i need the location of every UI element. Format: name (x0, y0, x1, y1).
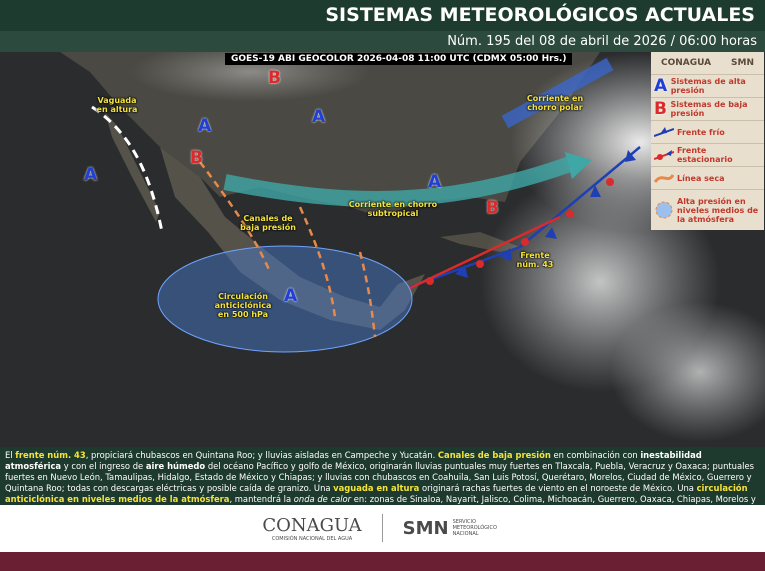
subtitle: Núm. 195 del 08 de abril de 2026 / 06:00… (0, 31, 765, 52)
map-caption: GOES-19 ABI GEOCOLOR 2026-04-08 11:00 UT… (225, 53, 573, 65)
logo-smn: SMN (731, 58, 755, 68)
pressure-marker: A (312, 107, 326, 127)
text-segment: circulación anticiclónica en niveles med… (5, 483, 748, 504)
map-label: Corriente en chorro subtropical (348, 200, 438, 218)
legend-label: Sistemas de baja presión (670, 100, 748, 118)
text-segment: originará rachas fuertes de viento en el… (419, 483, 697, 493)
legend-icon (654, 127, 674, 137)
pressure-marker: B (486, 198, 499, 218)
legend-item: B Sistemas de baja presión (651, 97, 764, 120)
legend-label: Alta presión en niveles medios de la atm… (677, 196, 759, 224)
smn-name: SMN (402, 517, 449, 539)
legend-label: Línea seca (677, 173, 725, 183)
text-segment: frente núm. 43 (15, 450, 86, 460)
map-label: Corriente en chorro polar (526, 94, 584, 112)
legend-logos: CONAGUA SMN (651, 52, 764, 74)
legend-item: Alta presión en niveles medios de la atm… (651, 189, 764, 230)
text-segment: onda de calor (293, 494, 352, 504)
satellite-map (0, 52, 765, 447)
text-segment: , propiciará chubascos en Quintana Roo; … (85, 450, 438, 460)
text-segment: en: zonas de Sinaloa, Nayarit, Jalisco, … (5, 494, 756, 515)
legend-item: Línea seca (651, 166, 764, 189)
text-segment: , mantendrá la (229, 494, 294, 504)
map-label: Vaguada en altura (96, 96, 138, 114)
smn-sub: SERVICIO METEOROLÓGICO NACIONAL (452, 519, 497, 537)
text-segment: El (5, 450, 16, 460)
conagua-name: CONAGUA (262, 514, 362, 536)
bottom-bar (0, 552, 765, 571)
pressure-marker: A (428, 172, 442, 192)
legend-symbol: A (654, 76, 668, 96)
legend-label: Sistemas de alta presión (670, 77, 746, 95)
text-segment: en combinación con (550, 450, 641, 460)
title: SISTEMAS METEOROLÓGICOS ACTUALES (0, 0, 765, 31)
divider (381, 514, 383, 542)
pressure-marker: B (268, 68, 281, 88)
text-segment: inestabilidad atmosférica (5, 450, 702, 471)
map-label: Canales de baja presión (240, 214, 296, 232)
footer-logos: CONAGUA COMISIÓN NACIONAL DEL AGUA SMN SER… (0, 505, 765, 551)
legend-label: Frente frío (677, 127, 725, 137)
legend-item: A Sistemas de alta presión (651, 74, 764, 97)
legend-item: Frente frío (651, 120, 764, 143)
conagua-logo: CONAGUA COMISIÓN NACIONAL DEL AGUA (262, 515, 361, 542)
legend-icon (655, 201, 673, 219)
logo-conagua: CONAGUA (660, 58, 712, 68)
map-label: Circulación anticiclónica en 500 hPa (214, 292, 272, 319)
legend-icon (654, 174, 674, 183)
text-segment: aire húmedo (145, 461, 206, 471)
pressure-marker: A (84, 165, 98, 185)
legend-label: Frente estacionario (677, 146, 733, 164)
legend: CONAGUA SMN A Sistemas de alta presión B Si… (651, 52, 764, 230)
text-segment: Canales de baja presión (437, 450, 551, 460)
text-segment: del océano Pacífico y golfo de México, o… (5, 461, 754, 493)
description: El frente núm. 43, propiciará chubascos … (0, 447, 765, 515)
pressure-marker: B (190, 148, 203, 168)
smn-logo: SMN SERVICIO METEOROLÓGICO NACIONAL (403, 518, 503, 539)
legend-item: Frente estacionario (651, 143, 764, 166)
pressure-marker: A (284, 286, 298, 306)
text-segment: vaguada en altura (333, 483, 420, 493)
legend-icon (654, 150, 674, 160)
conagua-sub: COMISIÓN NACIONAL DEL AGUA (271, 535, 353, 542)
pressure-marker: A (198, 116, 212, 136)
text-segment: y con el ingreso de (61, 461, 146, 471)
map-label: Frente núm. 43 (516, 251, 554, 269)
legend-symbol: B (654, 99, 667, 119)
